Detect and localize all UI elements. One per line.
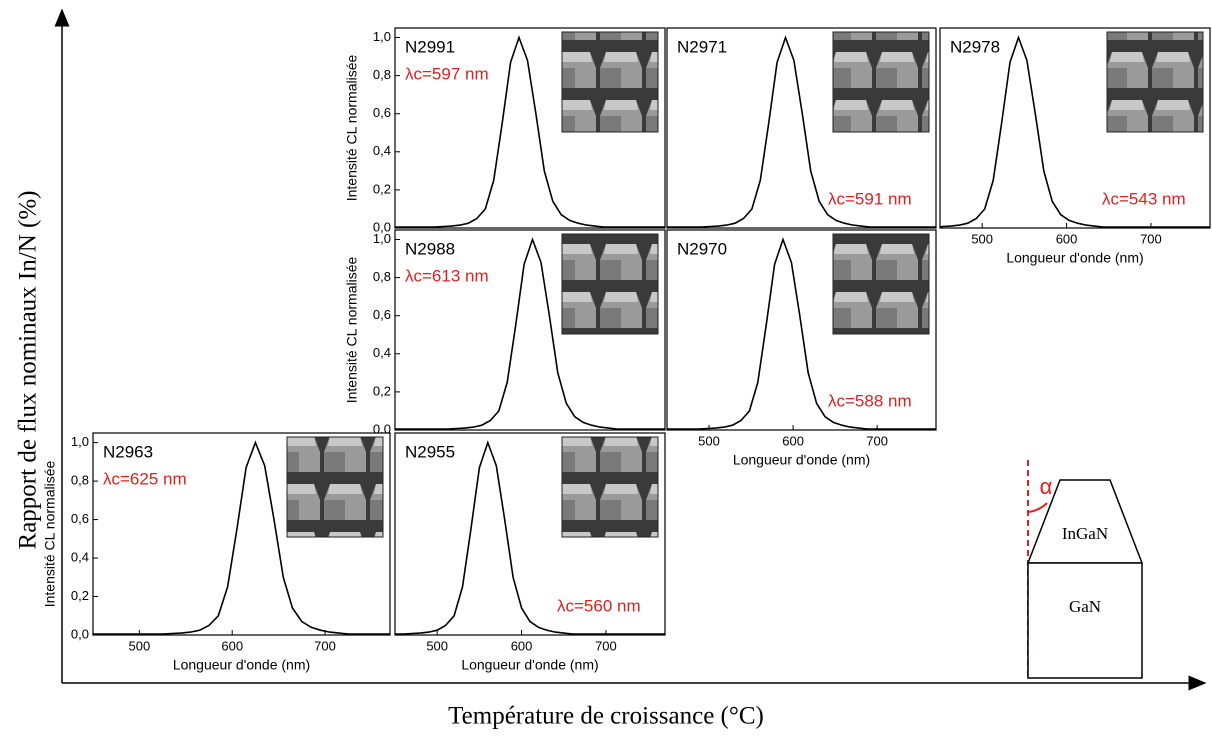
gan-shape	[1027, 562, 1143, 679]
x-axis-label: Longueur d'onde (nm)	[461, 657, 598, 673]
sem-image	[561, 233, 659, 335]
sem-image	[1106, 31, 1204, 133]
x-tick-label: 700	[1140, 231, 1162, 246]
sample-name: N2971	[677, 37, 727, 56]
spectrum-line	[395, 35, 665, 228]
y-tick-label: 0,6	[373, 105, 391, 120]
gan-label: GaN	[1069, 597, 1101, 616]
peak-annotation: λc=588 nm	[828, 391, 912, 410]
y-tick-label: 0,2	[373, 181, 391, 196]
x-axis-label: Longueur d'onde (nm)	[733, 452, 870, 468]
spectrum-line	[93, 440, 390, 635]
spectrum-line	[667, 35, 936, 228]
sem-image	[561, 436, 659, 538]
peak-annotation: λc=543 nm	[1102, 189, 1186, 208]
figure-x-label: Température de croissance (°C)	[448, 703, 764, 730]
peak-annotation: λc=613 nm	[405, 266, 489, 285]
y-tick-label: 1,0	[373, 231, 391, 246]
spectrum-line	[667, 237, 936, 430]
x-tick-label: 600	[221, 638, 243, 653]
y-tick-label: 0,2	[71, 588, 89, 603]
spectrum-line	[939, 35, 1210, 228]
y-tick-label: 1,0	[71, 434, 89, 449]
y-tick-label: 0,8	[71, 473, 89, 488]
sample-name: N2988	[405, 239, 455, 258]
y-tick-label: 0,8	[373, 269, 391, 284]
x-tick-label: 700	[866, 433, 888, 448]
y-tick-label: 0,8	[373, 67, 391, 82]
sample-name: N2970	[677, 239, 727, 258]
y-tick-label: 0,0	[373, 219, 391, 234]
y-axis-label: Intensité CL normalisée	[344, 55, 360, 202]
spectrum-line	[395, 237, 665, 430]
sem-image	[832, 31, 930, 133]
x-tick-label: 600	[782, 433, 804, 448]
y-tick-label: 1,0	[373, 29, 391, 44]
sample-name: N2991	[405, 37, 455, 56]
x-tick-label: 500	[698, 433, 720, 448]
x-tick-label: 600	[1056, 231, 1078, 246]
sample-name: N2955	[405, 442, 455, 461]
sem-image	[561, 31, 659, 133]
panel: 0,0 0,2 0,4 0,6 0,8 1,0 Intensité CL normalisé…	[344, 27, 666, 234]
sample-name: N2978	[950, 37, 1000, 56]
x-tick-label: 500	[129, 638, 151, 653]
peak-annotation: λc=625 nm	[103, 469, 187, 488]
peak-annotation: λc=591 nm	[828, 189, 912, 208]
y-axis-label: Intensité CL normalisée	[42, 461, 58, 608]
y-tick-label: 0,0	[71, 626, 89, 641]
sample-name: N2963	[103, 442, 153, 461]
y-tick-label: 0,4	[373, 345, 391, 360]
y-tick-label: 0,4	[373, 143, 391, 158]
x-axis-label: Longueur d'onde (nm)	[1006, 250, 1143, 266]
panel: 0,0 0,2 0,4 0,6 0,8 1,0 500 600 700 Intensité CL …	[42, 432, 391, 673]
angle-arc	[1027, 502, 1048, 513]
panel: 500 600 700 Longueur d'onde (nm) N2970 λc=588…	[666, 229, 937, 468]
panel: N2971 λc=591 nm	[666, 27, 937, 229]
x-tick-label: 600	[511, 638, 533, 653]
x-tick-label: 700	[314, 638, 336, 653]
y-axis-label: Intensité CL normalisée	[344, 257, 360, 404]
panel: 500 600 700 Longueur d'onde (nm) N2978 λc=543…	[939, 27, 1211, 266]
y-tick-label: 0,6	[373, 307, 391, 322]
angle-label: α	[1040, 474, 1053, 499]
spectrum-line	[395, 440, 665, 635]
ingan-label: InGaN	[1062, 524, 1108, 543]
y-tick-label: 0,6	[71, 511, 89, 526]
figure-y-label: Rapport de flux nominaux In/N (%)	[15, 191, 42, 550]
y-tick-label: 0,2	[373, 383, 391, 398]
x-tick-label: 700	[595, 638, 617, 653]
x-axis-label: Longueur d'onde (nm)	[173, 657, 310, 673]
x-tick-label: 500	[971, 231, 993, 246]
geometry-diagram: α InGaN GaN	[1026, 460, 1144, 679]
y-tick-label: 0,4	[71, 549, 89, 564]
panel: 500 600 700 Longueur d'onde (nm) N2955 λc=560…	[394, 432, 666, 673]
peak-annotation: λc=560 nm	[557, 596, 641, 615]
sem-image	[832, 233, 930, 335]
peak-annotation: λc=597 nm	[405, 64, 489, 83]
sem-image	[286, 436, 384, 538]
x-tick-label: 500	[426, 638, 448, 653]
